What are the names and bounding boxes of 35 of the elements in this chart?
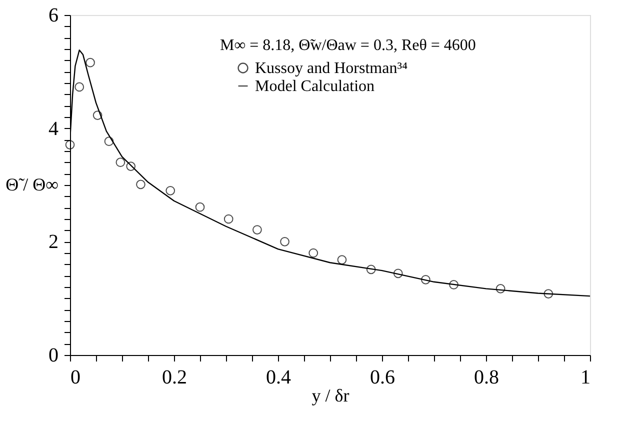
point bbox=[252, 225, 262, 234]
point bbox=[126, 162, 136, 171]
x-tick-label: 0.2 bbox=[162, 366, 187, 388]
y-tick-label: 4 bbox=[48, 118, 58, 140]
point bbox=[337, 255, 347, 264]
point bbox=[280, 236, 290, 246]
x-tick-label: 1 bbox=[580, 366, 590, 388]
point bbox=[496, 284, 506, 294]
x-tick-label: 0 bbox=[70, 366, 80, 388]
point bbox=[166, 186, 176, 196]
point bbox=[449, 280, 458, 290]
point bbox=[366, 264, 376, 274]
point bbox=[308, 248, 318, 258]
y-tick-label: 2 bbox=[48, 231, 58, 254]
point bbox=[420, 274, 430, 284]
point bbox=[92, 110, 102, 120]
point bbox=[224, 214, 234, 224]
point bbox=[104, 136, 114, 146]
x-tick-label: 0.6 bbox=[370, 366, 395, 388]
x-tick-label: 0.4 bbox=[266, 366, 291, 388]
x-tick-label: 0.8 bbox=[474, 366, 499, 388]
y-axis-title: Θ̃ / Θ∞ bbox=[6, 174, 59, 194]
y-tick-label: 0 bbox=[48, 344, 58, 366]
point bbox=[195, 202, 205, 212]
point bbox=[136, 180, 146, 190]
annotation: M∞ = 8.18, Θ̃w/Θaw = 0.3, Reθ = 4600 bbox=[220, 37, 476, 54]
x-axis-title: y / δr bbox=[312, 386, 350, 406]
point bbox=[393, 268, 403, 278]
point bbox=[74, 82, 84, 92]
legend-label: Model Calculation bbox=[255, 78, 375, 95]
legend-label: Kussoy and Horstman³⁴ bbox=[255, 60, 408, 77]
point bbox=[544, 289, 554, 298]
point bbox=[86, 58, 95, 68]
y-tick-label: 6 bbox=[48, 4, 58, 26]
point bbox=[116, 158, 126, 168]
